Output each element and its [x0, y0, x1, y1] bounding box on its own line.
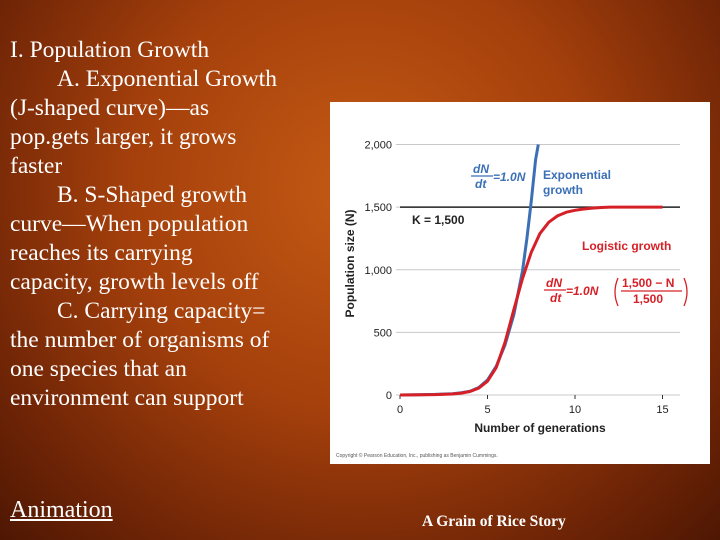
y-tick-label: 2,000 — [364, 140, 392, 152]
slide-body-text: I. Population Growth A. Exponential Grow… — [10, 36, 330, 413]
exp-formula-rhs: =1.0N — [493, 170, 526, 184]
carrying-capacity-label: K = 1,500 — [412, 213, 465, 227]
y-tick-label: 1,000 — [364, 265, 392, 277]
logistic-growth-label: Logistic growth — [582, 239, 671, 253]
y-axis-label: Population size (N) — [343, 209, 357, 317]
exp-growth-label: growth — [543, 183, 583, 197]
log-fraction-numerator: 1,500 − N — [622, 276, 674, 290]
population-growth-figure: 0 500 1,000 1,500 2,000 0 5 10 15 Number of gener… — [330, 102, 710, 464]
y-tick-label: 0 — [386, 390, 392, 402]
animation-link[interactable]: Animation — [10, 497, 113, 523]
y-tick-label: 500 — [374, 327, 392, 339]
grain-of-rice-story-link[interactable]: A Grain of Rice Story — [422, 513, 566, 530]
logistic-growth-curve — [399, 205, 663, 397]
log-paren-right — [683, 277, 688, 307]
outline-point-a-text: pop.gets larger, it grows — [10, 124, 237, 150]
log-paren-left — [614, 277, 619, 307]
outline-point-b-text: reaches its carrying — [10, 240, 193, 266]
log-formula-rhs: =1.0N — [566, 284, 599, 298]
outline-point-a-text: faster — [10, 153, 63, 179]
outline-point-b-text: curve—When population — [10, 211, 249, 237]
log-fraction-denominator: 1,500 — [633, 292, 663, 306]
copyright-notice: Copyright © Pearson Education, Inc., pub… — [336, 452, 498, 459]
log-formula-denominator: dt — [550, 291, 562, 305]
outline-point-a: A. Exponential Growth — [57, 66, 277, 92]
population-growth-chart: 0 500 1,000 1,500 2,000 0 5 10 15 Number of gener… — [336, 140, 688, 459]
x-tick-label: 15 — [656, 404, 668, 416]
x-axis-label: Number of generations — [474, 421, 606, 435]
outline-point-c-text: environment can support — [10, 385, 244, 411]
exp-formula-numerator: dN — [473, 162, 489, 176]
log-formula-numerator: dN — [546, 276, 562, 290]
x-tick-label: 0 — [397, 404, 403, 416]
outline-point-c-text: one species that an — [10, 356, 187, 382]
outline-heading: I. Population Growth — [10, 37, 210, 63]
outline-point-b-text: capacity, growth levels off — [10, 269, 259, 295]
outline-point-c: C. Carrying capacity= — [57, 298, 266, 324]
x-tick-label: 5 — [484, 404, 490, 416]
outline-point-a-text: (J-shaped curve)—as — [10, 95, 210, 121]
exp-growth-label: Exponential — [543, 168, 611, 182]
y-tick-label: 1,500 — [364, 202, 392, 214]
x-tick-label: 10 — [569, 404, 581, 416]
exp-formula-denominator: dt — [475, 177, 487, 191]
outline-point-b: B. S-Shaped growth — [57, 182, 247, 208]
outline-point-c-text: the number of organisms of — [10, 327, 270, 353]
